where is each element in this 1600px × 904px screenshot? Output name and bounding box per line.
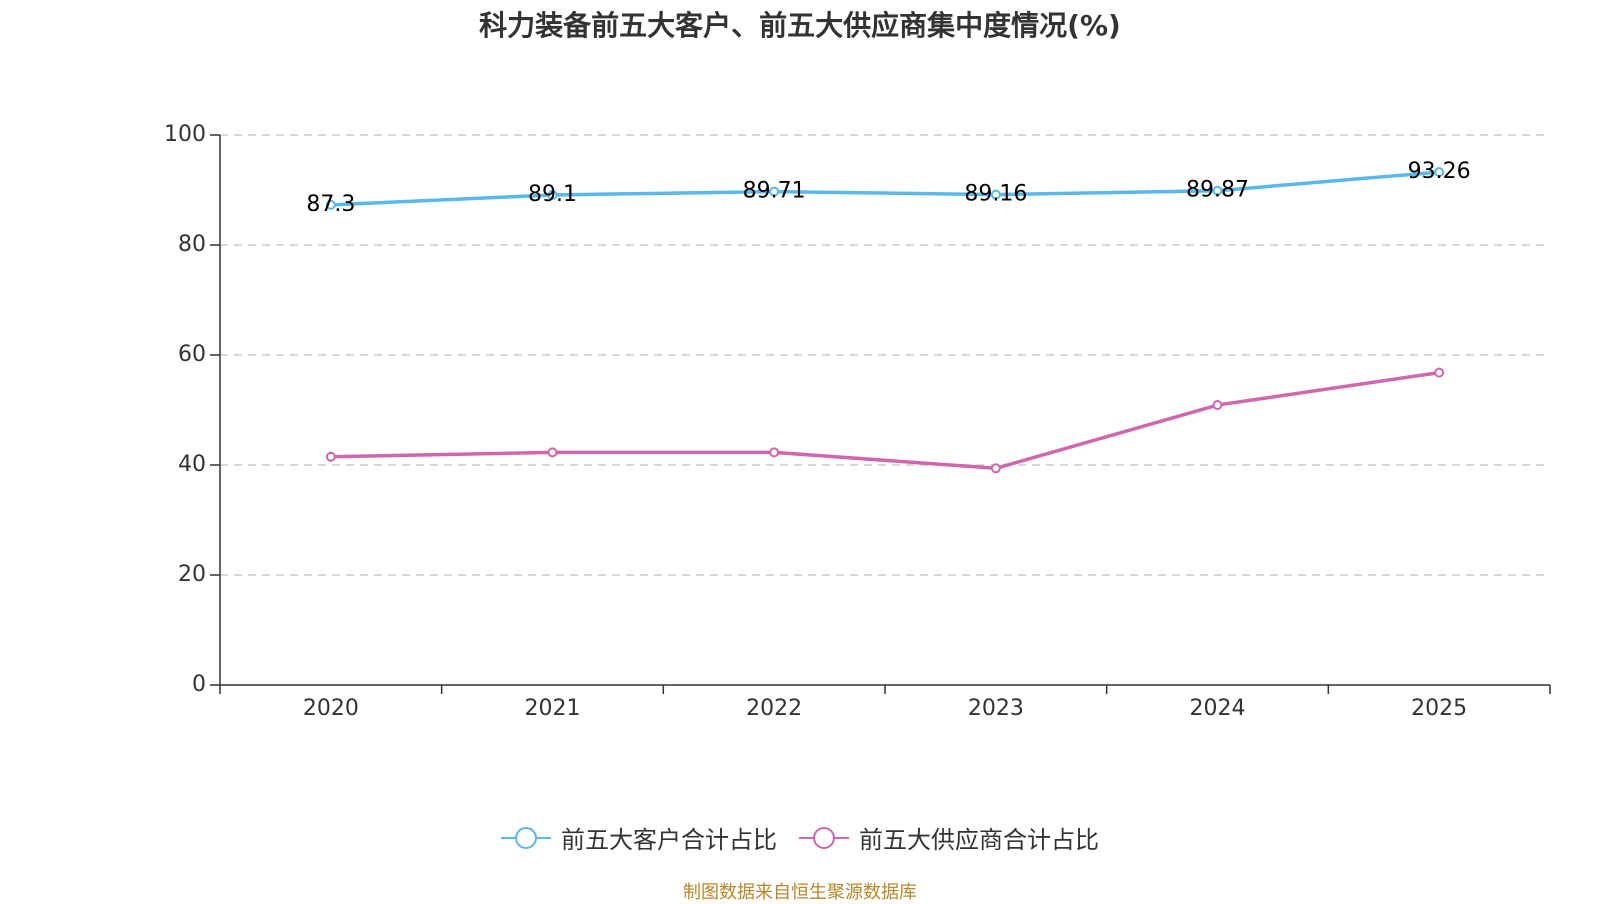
series-line: [330, 170, 1440, 207]
y-tick-label: 0: [192, 672, 206, 697]
legend-label: 前五大供应商合计占比: [859, 826, 1099, 854]
data-point: [990, 189, 1001, 200]
y-tick-label: 60: [178, 342, 206, 367]
data-label: 93.26: [1408, 159, 1471, 184]
data-point: [547, 447, 558, 458]
axes: 0 20 40 60 80 100 2020 2021 2022 2023 2024 2025: [164, 122, 1551, 721]
data-label: 89.1: [528, 182, 577, 207]
data-point: [769, 186, 780, 197]
legend-swatch-icon: [799, 826, 849, 849]
legend-swatch-icon: [501, 826, 551, 849]
y-tick-label: 80: [178, 232, 206, 257]
series-0: [325, 167, 1445, 210]
legend-item[interactable]: 前五大客户合计占比: [501, 820, 777, 855]
x-tick-label: 2025: [1411, 696, 1467, 721]
x-tick-label: 2021: [525, 696, 581, 721]
data-point: [325, 451, 336, 462]
y-tick-label: 20: [178, 562, 206, 587]
chart-title: 科力装备前五大客户、前五大供应商集中度情况(%): [479, 9, 1121, 42]
legend-label: 前五大客户合计占比: [561, 826, 777, 854]
x-tick-label: 2020: [303, 696, 359, 721]
data-point: [990, 463, 1001, 474]
data-label: 89.16: [964, 182, 1027, 207]
legend-item[interactable]: 前五大供应商合计占比: [799, 820, 1099, 855]
data-point: [1212, 185, 1223, 196]
data-label: 89.87: [1186, 178, 1249, 203]
x-tick-label: 2023: [968, 696, 1024, 721]
data-point: [1434, 167, 1445, 178]
data-label: 87.3: [306, 192, 355, 217]
series-layer: [325, 167, 1445, 474]
data-labels: 87.3 89.1 89.71 89.16 89.87 93.26: [306, 159, 1470, 217]
gridlines: [220, 134, 1550, 576]
legend-swatch-marker: [813, 826, 835, 849]
data-point: [769, 447, 780, 458]
x-tick-label: 2022: [746, 696, 802, 721]
legend: 前五大客户合计占比 前五大供应商合计占比: [0, 820, 1600, 855]
data-point: [1434, 367, 1445, 378]
data-label: 89.71: [743, 179, 806, 204]
legend-swatch-marker: [515, 826, 537, 849]
source-note: 制图数据来自恒生聚源数据库: [683, 882, 917, 903]
data-point: [1212, 400, 1223, 411]
y-tick-label: 40: [178, 452, 206, 477]
data-point: [547, 189, 558, 200]
series-line: [330, 370, 1440, 471]
x-tick-label: 2024: [1190, 696, 1246, 721]
y-tick-label: 100: [164, 122, 206, 147]
data-point: [325, 199, 336, 210]
series-1: [325, 367, 1445, 474]
